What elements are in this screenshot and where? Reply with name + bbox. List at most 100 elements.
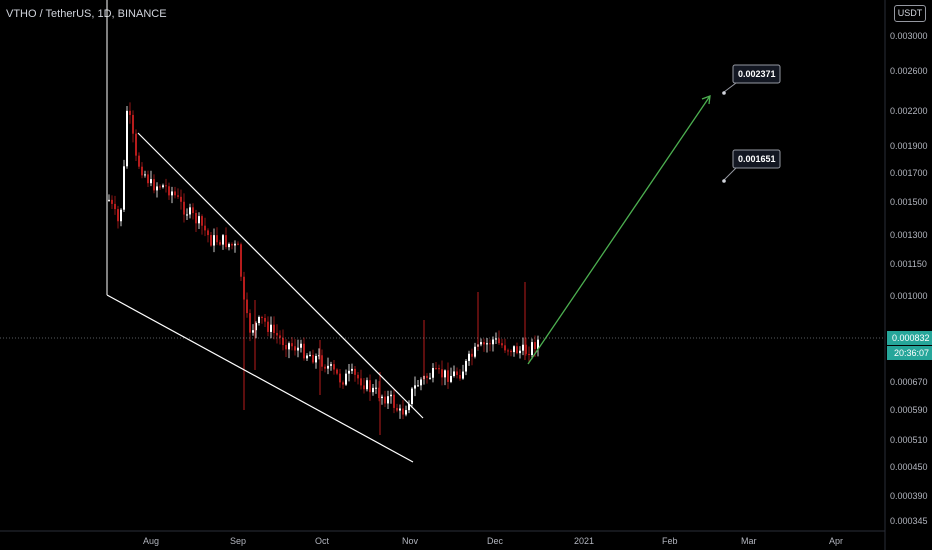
ytick-0.001700: 0.001700 — [890, 168, 928, 178]
ytick-0.000390: 0.000390 — [890, 491, 928, 501]
candle-body — [138, 155, 140, 167]
xtick-2021: 2021 — [574, 536, 594, 546]
x-axis[interactable]: Aug Sep Oct Nov Dec 2021 Feb Mar Apr — [0, 530, 885, 546]
candle-body — [402, 408, 404, 415]
candle-body — [444, 370, 446, 378]
wedge-upper-line — [137, 132, 424, 419]
candle-body — [228, 243, 230, 248]
candle-body — [480, 342, 482, 345]
candle-body — [285, 345, 287, 350]
candle-body — [222, 235, 224, 245]
candle-body — [498, 338, 500, 344]
candle-body — [117, 209, 119, 222]
candle-body — [534, 342, 536, 350]
candle-body — [306, 355, 308, 359]
candle-body — [342, 382, 344, 385]
candle-body — [240, 244, 242, 277]
xtick-feb: Feb — [662, 536, 678, 546]
ytick-0.001900: 0.001900 — [890, 141, 928, 151]
candle-body — [255, 323, 257, 331]
ytick-0.000590: 0.000590 — [890, 405, 928, 415]
ytick-0.002600: 0.002600 — [890, 66, 928, 76]
candle-body — [279, 335, 281, 338]
candle-body — [288, 343, 290, 350]
candle-body — [219, 242, 221, 245]
candle-body — [522, 344, 524, 351]
candle-body — [348, 370, 350, 374]
callout-target-high[interactable]: 0.002371 — [722, 64, 781, 95]
callout-label-low: 0.001651 — [738, 154, 776, 164]
candle-body — [120, 209, 122, 222]
candle-body — [234, 243, 236, 246]
candle-body — [468, 353, 470, 361]
candle-body — [432, 368, 434, 378]
candle-body — [267, 321, 269, 332]
candle-body — [186, 214, 188, 216]
price-tag-value: 0.000832 — [892, 333, 930, 343]
candle-body — [360, 378, 362, 386]
ytick-0.000510: 0.000510 — [890, 435, 928, 445]
callout-target-low[interactable]: 0.001651 — [722, 149, 781, 183]
ytick-0.001000: 0.001000 — [890, 291, 928, 301]
candle-body — [459, 375, 461, 379]
candle-body — [510, 350, 512, 353]
target-arrow — [527, 95, 711, 365]
candle-body — [132, 114, 134, 134]
candle-body — [378, 387, 380, 399]
price-tag-countdown: 20:36:07 — [894, 348, 929, 358]
candle-body — [330, 364, 332, 366]
candle-body — [450, 375, 452, 382]
ytick-0.000670: 0.000670 — [890, 377, 928, 387]
candle-body — [474, 346, 476, 357]
candle-body — [300, 343, 302, 348]
candle-body — [114, 203, 116, 210]
candle-body — [411, 388, 413, 405]
y-axis[interactable]: 0.003000 0.002600 0.002200 0.001900 0.00… — [884, 0, 928, 550]
candle-body — [141, 166, 143, 176]
xtick-dec: Dec — [487, 536, 504, 546]
candle-body — [501, 343, 503, 346]
candle-body — [204, 225, 206, 231]
candle-body — [108, 199, 110, 201]
candle-body — [516, 346, 518, 354]
candle-body — [246, 299, 248, 314]
candle-body — [420, 379, 422, 386]
candle-body — [129, 110, 131, 115]
candle-body — [303, 343, 305, 359]
candle-body — [258, 317, 260, 324]
candle-body — [495, 338, 497, 340]
candle-body — [471, 353, 473, 357]
candle-body — [318, 355, 320, 357]
ytick-0.002200: 0.002200 — [890, 106, 928, 116]
candle-body — [213, 235, 215, 246]
candle-body — [531, 342, 533, 356]
candle-body — [291, 343, 293, 347]
xtick-nov: Nov — [402, 536, 419, 546]
candle-body — [438, 368, 440, 370]
candle-body — [198, 216, 200, 224]
candle-body — [174, 191, 176, 196]
currency-badge[interactable]: USDT — [894, 5, 926, 22]
candle-body — [321, 355, 323, 367]
candle-body — [465, 360, 467, 372]
candle-body — [252, 330, 254, 333]
candle-body — [351, 368, 353, 371]
xtick-apr: Apr — [829, 536, 843, 546]
candle-body — [168, 186, 170, 196]
candle-body — [297, 347, 299, 351]
candle-body — [273, 324, 275, 333]
candle-body — [264, 317, 266, 322]
candle-body — [369, 380, 371, 393]
candle-body — [399, 408, 401, 411]
candle-body — [492, 339, 494, 345]
ytick-0.000345: 0.000345 — [890, 516, 928, 526]
xtick-mar: Mar — [741, 536, 757, 546]
candle-body — [294, 346, 296, 351]
candle-body — [507, 350, 509, 352]
candle-body — [390, 394, 392, 397]
candle-body — [126, 110, 128, 167]
candle-body — [384, 396, 386, 404]
candle-body — [381, 396, 383, 399]
candle-body — [153, 179, 155, 191]
